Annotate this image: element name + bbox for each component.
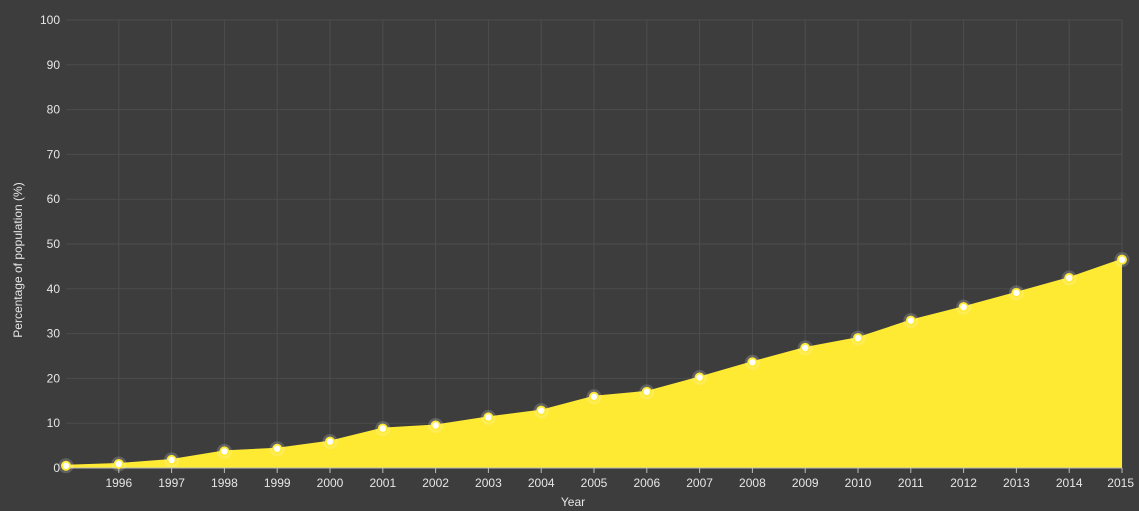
x-tick-label: 1996 (105, 476, 132, 490)
y-tick-label: 20 (47, 371, 61, 385)
x-tick-label: 1997 (158, 476, 185, 490)
y-tick-label: 70 (47, 147, 61, 161)
y-tick-label: 90 (47, 58, 61, 72)
x-tick-label: 2015 (1107, 476, 1134, 490)
data-point-dot (379, 425, 386, 432)
data-point[interactable] (744, 354, 760, 370)
y-tick-label: 30 (47, 327, 61, 341)
x-tick-label: 2012 (950, 476, 977, 490)
y-tick-label: 40 (47, 282, 61, 296)
x-tick-label: 2008 (739, 476, 766, 490)
x-tick-label: 2011 (898, 476, 924, 490)
axis-layer (66, 467, 1123, 473)
x-tick-label: 2002 (422, 476, 449, 490)
data-point[interactable] (480, 409, 496, 425)
data-point-dot (168, 456, 175, 464)
data-point[interactable] (1008, 285, 1024, 301)
data-point-dot (960, 303, 967, 311)
data-point[interactable] (322, 434, 338, 450)
data-point[interactable] (586, 389, 602, 405)
y-tick-label: 100 (40, 13, 60, 27)
data-point-dot (62, 462, 70, 469)
x-tick-label: 1999 (264, 476, 291, 490)
data-point[interactable] (797, 340, 813, 356)
y-tick-label: 10 (47, 416, 61, 430)
x-axis-title: Year (561, 495, 585, 509)
data-point-dot (538, 407, 545, 414)
y-tick-label: 50 (47, 237, 61, 251)
data-point-dot (1013, 289, 1020, 297)
data-point-dot (854, 334, 862, 342)
data-point-dot (907, 317, 914, 324)
data-point-dot (696, 374, 703, 381)
data-point-dot (1118, 256, 1126, 263)
data-point[interactable] (692, 370, 708, 386)
y-tick-label: 60 (47, 192, 61, 206)
data-point[interactable] (1061, 270, 1077, 286)
data-point-dot (115, 460, 123, 468)
label-layer: Percentage of population (%) Year 0 10 20 3… (11, 13, 1134, 509)
data-point-dot (485, 414, 492, 421)
data-point-dot (802, 344, 809, 352)
data-point[interactable] (956, 299, 972, 315)
data-point-dot (590, 393, 598, 400)
area-fill (66, 259, 1122, 468)
data-point[interactable] (903, 313, 919, 329)
y-tick-label: 80 (47, 103, 61, 117)
marker-layer (58, 252, 1130, 474)
data-point[interactable] (850, 330, 866, 346)
x-tick-label: 2007 (686, 476, 713, 490)
x-tick-label: 2003 (475, 476, 502, 490)
data-point[interactable] (58, 458, 74, 474)
y-axis-title: Percentage of population (%) (11, 182, 25, 337)
y-tick-label: 0 (53, 461, 60, 475)
x-tick-label: 2000 (317, 476, 344, 490)
data-point[interactable] (375, 421, 391, 437)
data-point-dot (432, 422, 439, 429)
data-point-dot (221, 448, 228, 455)
x-tick-label: 2004 (528, 476, 555, 490)
x-tick-label: 2005 (581, 476, 608, 490)
data-point[interactable] (216, 443, 232, 459)
data-point[interactable] (1114, 252, 1130, 268)
data-point[interactable] (269, 441, 285, 457)
data-point[interactable] (428, 417, 444, 433)
x-tick-label: 2010 (845, 476, 872, 490)
data-point-dot (274, 445, 281, 452)
data-point[interactable] (164, 452, 180, 468)
x-tick-label: 2014 (1056, 476, 1083, 490)
data-point[interactable] (111, 456, 127, 472)
data-point[interactable] (533, 403, 549, 419)
data-point[interactable] (639, 384, 655, 400)
data-point-dot (1066, 274, 1073, 282)
x-tick-label: 2009 (792, 476, 819, 490)
x-tick-label: 2001 (369, 476, 396, 490)
data-point-dot (643, 388, 650, 396)
x-tick-label: 2006 (633, 476, 660, 490)
data-point-dot (326, 438, 334, 445)
data-point-dot (749, 359, 756, 366)
x-tick-label: 1998 (211, 476, 238, 490)
x-tick-label: 2013 (1003, 476, 1030, 490)
